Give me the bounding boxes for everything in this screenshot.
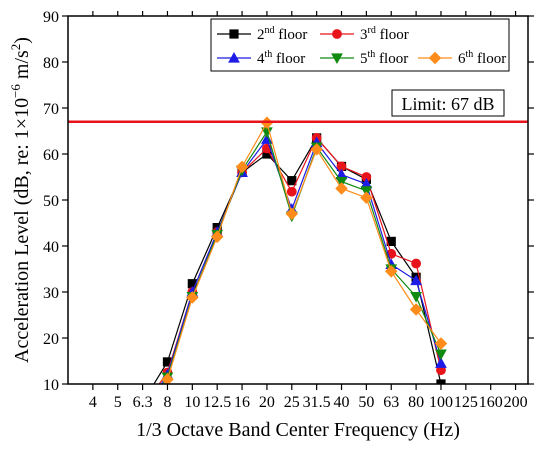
legend-item: 6th floor (418, 49, 506, 67)
x-tick-label: 100 (429, 394, 453, 411)
data-point (335, 182, 348, 195)
legend-label: 6th floor (458, 49, 506, 67)
y-tick-label: 70 (43, 101, 59, 118)
x-tick-label: 160 (479, 394, 503, 411)
y-tick-label: 90 (43, 9, 59, 26)
limit-label-box (391, 89, 505, 117)
legend-marker (332, 29, 342, 39)
x-tick-label: 63 (383, 394, 399, 411)
legend-marker (228, 51, 240, 63)
data-point (310, 143, 323, 156)
legend-marker (229, 29, 239, 39)
limit-layer: Limit: 67 dB (68, 89, 528, 124)
data-point (287, 176, 297, 186)
x-tick-label: 12.5 (203, 394, 231, 411)
data-point (384, 265, 398, 278)
x-tick-label: 50 (358, 394, 374, 411)
x-tick-label: 200 (504, 394, 528, 411)
legend-item: 4th floor (217, 49, 305, 67)
x-tick-label: 5 (114, 394, 122, 411)
x-tick-label: 125 (454, 394, 478, 411)
legend-item: 2nd floor (217, 25, 307, 43)
x-axis-title: 1/3 Octave Band Center Frequency (Hz) (136, 419, 460, 441)
legend-label: 2nd floor (257, 25, 307, 43)
limit-label: Limit: 67 dB (401, 94, 494, 114)
legend-marker (331, 53, 343, 65)
legend-item: 5th floor (320, 49, 408, 67)
x-tick-label: 25 (284, 394, 300, 411)
x-tick-label: 8 (163, 394, 171, 411)
series-2 (153, 133, 446, 384)
data-point (235, 160, 249, 174)
x-tick-label: 4 (89, 394, 97, 411)
data-point (210, 230, 224, 244)
x-tick-label: 16 (234, 394, 250, 411)
data-point (410, 274, 422, 286)
data-point (186, 291, 199, 304)
series-5 (161, 127, 447, 384)
data-point (410, 291, 422, 303)
legend: 2nd floor 3rd floor 4th floor 5th floor 6th … (210, 18, 510, 72)
data-point (286, 186, 297, 197)
data-point (360, 186, 373, 197)
series-layer (153, 116, 448, 384)
data-point (435, 357, 447, 368)
y-tick-label: 80 (43, 55, 59, 72)
legend-label: 5th floor (360, 49, 408, 67)
y-tick-label: 30 (43, 285, 59, 302)
x-tick-label: 20 (259, 394, 275, 411)
legend-box (210, 18, 510, 72)
y-tick-label: 10 (43, 377, 59, 394)
data-point (285, 207, 299, 221)
x-tick-label: 31.5 (303, 394, 331, 411)
legend-item: 3rd floor (320, 25, 409, 43)
data-point (435, 349, 447, 361)
y-tick-label: 20 (43, 331, 59, 348)
legend-label: 4th floor (257, 49, 305, 67)
x-tick-label: 6.3 (133, 394, 153, 411)
y-tick-label: 50 (43, 193, 59, 210)
data-point (161, 373, 174, 384)
series-line (162, 130, 442, 384)
y-tick-label: 40 (43, 239, 59, 256)
data-point (409, 303, 423, 316)
x-tick-label: 40 (334, 394, 350, 411)
data-point (360, 191, 373, 204)
data-point (335, 176, 348, 188)
legend-label: 3rd floor (360, 25, 409, 43)
y-tick-label: 60 (43, 147, 59, 164)
x-tick-label: 10 (184, 394, 200, 411)
legend-marker (428, 51, 442, 65)
data-point (411, 258, 422, 269)
series-6 (161, 116, 448, 384)
y-axis-title: Acceleration Level (dB, re: 1×10−6 m/s2) (8, 37, 33, 363)
x-tick-label: 80 (408, 394, 424, 411)
data-point (434, 337, 448, 350)
